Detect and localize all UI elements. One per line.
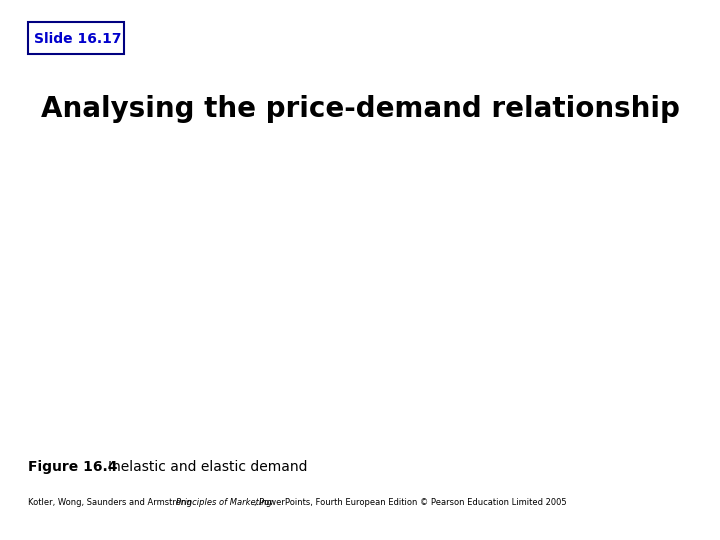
Text: Inelastic and elastic demand: Inelastic and elastic demand <box>108 460 307 474</box>
Text: Figure 16.4: Figure 16.4 <box>28 460 122 474</box>
Text: Analysing the price-demand relationship: Analysing the price-demand relationship <box>40 95 680 123</box>
Text: Slide 16.17: Slide 16.17 <box>34 32 122 46</box>
Text: , PowerPoints, Fourth European Edition © Pearson Education Limited 2005: , PowerPoints, Fourth European Edition ©… <box>254 498 567 507</box>
Text: Kotler, Wong, Saunders and Armstrong: Kotler, Wong, Saunders and Armstrong <box>28 498 197 507</box>
Bar <box>28 22 124 54</box>
Text: Principles of Marketing: Principles of Marketing <box>176 498 272 507</box>
